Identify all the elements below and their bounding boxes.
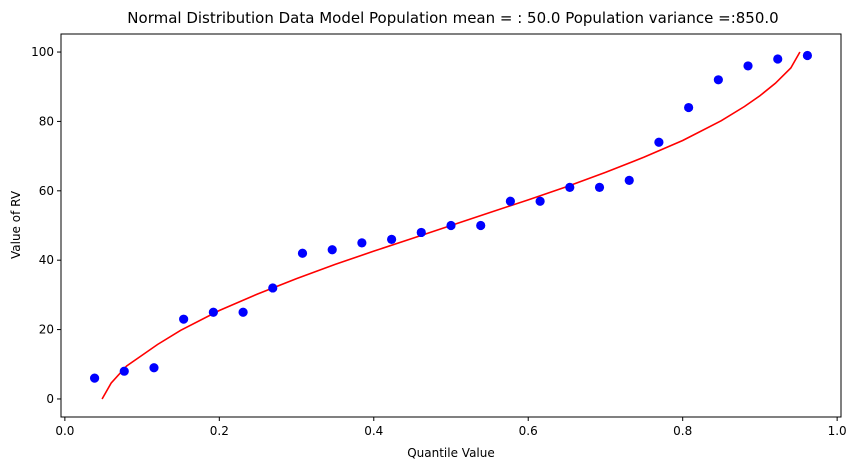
data-point — [654, 137, 664, 147]
x-tick-label: 0.0 — [55, 424, 74, 438]
data-point — [505, 196, 515, 206]
y-tick-label: 60 — [39, 184, 54, 198]
data-point — [535, 196, 545, 206]
data-point — [773, 54, 783, 64]
data-point — [357, 238, 367, 248]
data-point — [624, 175, 634, 185]
data-point — [713, 75, 723, 85]
plot-area — [89, 50, 813, 400]
x-tick-label: 0.6 — [519, 424, 538, 438]
data-point — [208, 307, 218, 317]
x-tick-label: 0.4 — [364, 424, 383, 438]
data-point — [387, 234, 397, 244]
data-point — [476, 220, 486, 231]
x-tick-label: 1.0 — [828, 424, 847, 438]
x-axis-label: Quantile Value — [407, 446, 495, 460]
plot-frame — [60, 33, 842, 418]
x-tick-label: 0.8 — [673, 424, 692, 438]
y-tick-label: 100 — [31, 45, 54, 59]
data-point — [179, 314, 189, 324]
data-point — [743, 61, 753, 71]
data-point — [268, 283, 278, 293]
y-axis-label: Value of RV — [9, 190, 23, 259]
axis-ticks: 0.0 0.2 0.4 0.6 0.8 1.0 0 20 40 60 80 100 — [31, 45, 847, 438]
data-point — [238, 307, 248, 317]
data-point — [446, 220, 456, 231]
data-point — [684, 102, 694, 113]
data-point — [802, 50, 813, 61]
chart-title: Normal Distribution Data Model Populatio… — [127, 9, 778, 27]
x-tick-label: 0.2 — [210, 424, 229, 438]
data-point — [89, 373, 100, 383]
y-tick-label: 20 — [39, 323, 54, 337]
data-point — [594, 182, 605, 192]
data-point — [327, 245, 337, 255]
data-point — [416, 227, 426, 238]
y-tick-label: 80 — [39, 114, 54, 128]
data-point — [149, 363, 159, 373]
y-tick-label: 0 — [46, 392, 54, 406]
data-point — [297, 248, 308, 258]
data-point — [119, 366, 129, 376]
y-tick-label: 40 — [39, 253, 54, 267]
data-point — [565, 182, 575, 192]
